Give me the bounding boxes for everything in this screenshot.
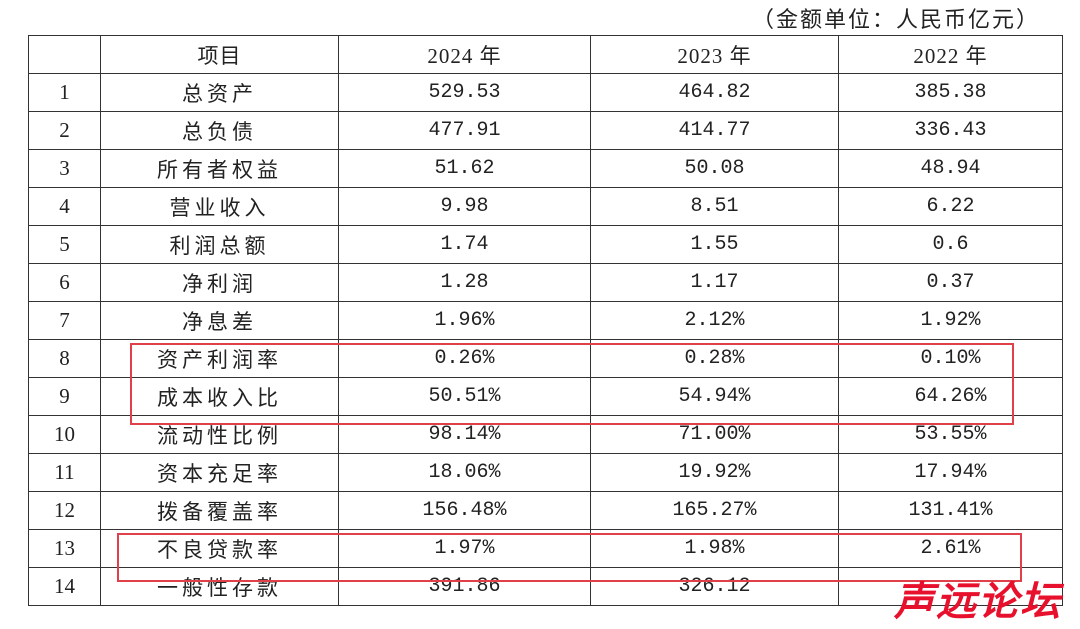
value-cell: 156.48% [338,491,591,530]
unit-note: （金额单位：人民币亿元） [751,7,1040,32]
item-cell: 净利润 [100,263,339,302]
row-number: 14 [28,567,101,606]
value-cell: 464.82 [590,73,839,112]
table-row: 1 总资产 529.53 464.82 385.38 [28,73,1063,112]
table-row: 8 资产利润率 0.26% 0.28% 0.10% [28,339,1063,378]
table-row: 6 净利润 1.28 1.17 0.37 [28,263,1063,302]
row-number: 4 [28,187,101,226]
item-cell: 资本充足率 [100,453,339,492]
header-row: 项目 2024 年 2023 年 2022 年 [28,35,1063,74]
value-cell: 1.92% [838,301,1063,340]
watermark: 声远论坛 [894,579,1062,625]
item-cell: 拨备覆盖率 [100,491,339,530]
value-cell: 64.26% [838,377,1063,416]
value-cell: 1.55 [590,225,839,264]
item-cell: 净息差 [100,301,339,340]
value-cell: 1.74 [338,225,591,264]
value-cell: 51.62 [338,149,591,188]
row-number: 2 [28,111,101,150]
row-number: 8 [28,339,101,378]
row-number: 1 [28,73,101,112]
table-row: 5 利润总额 1.74 1.55 0.6 [28,225,1063,264]
value-cell: 17.94% [838,453,1063,492]
item-cell: 总负债 [100,111,339,150]
item-cell: 一般性存款 [100,567,339,606]
value-cell: 71.00% [590,415,839,454]
item-cell: 流动性比例 [100,415,339,454]
item-cell: 成本收入比 [100,377,339,416]
table-body: 1 总资产 529.53 464.82 385.38 2 总负债 477.91 414.77 33… [28,73,1063,606]
row-number: 12 [28,491,101,530]
value-cell: 54.94% [590,377,839,416]
value-cell: 414.77 [590,111,839,150]
value-cell: 19.92% [590,453,839,492]
row-number: 6 [28,263,101,302]
header-cell: 2023 年 [590,35,839,74]
item-cell: 所有者权益 [100,149,339,188]
row-number: 7 [28,301,101,340]
value-cell: 131.41% [838,491,1063,530]
obscured-cell [838,567,1063,606]
item-cell: 利润总额 [100,225,339,264]
value-cell: 1.98% [590,529,839,568]
value-cell: 2.12% [590,301,839,340]
value-cell: 50.51% [338,377,591,416]
value-cell: 165.27% [590,491,839,530]
table-row: 9 成本收入比 50.51% 54.94% 64.26% [28,377,1063,416]
value-cell: 477.91 [338,111,591,150]
value-cell: 48.94 [838,149,1063,188]
header-cell: 2022 年 [838,35,1063,74]
row-number: 13 [28,529,101,568]
item-cell: 营业收入 [100,187,339,226]
value-cell: 9.98 [338,187,591,226]
row-number: 10 [28,415,101,454]
table-row: 12 拨备覆盖率 156.48% 165.27% 131.41% [28,491,1063,530]
value-cell: 2.61% [838,529,1063,568]
value-cell: 53.55% [838,415,1063,454]
value-cell: 98.14% [338,415,591,454]
value-cell: 1.17 [590,263,839,302]
value-cell: 1.96% [338,301,591,340]
header-cell: 项目 [100,35,339,74]
table-row: 2 总负债 477.91 414.77 336.43 [28,111,1063,150]
value-cell: 385.38 [838,73,1063,112]
value-cell: 0.6 [838,225,1063,264]
value-cell: 50.08 [590,149,839,188]
table-row: 10 流动性比例 98.14% 71.00% 53.55% [28,415,1063,454]
row-number: 9 [28,377,101,416]
value-cell: 0.10% [838,339,1063,378]
table-row: 3 所有者权益 51.62 50.08 48.94 [28,149,1063,188]
highlight-box [117,533,1022,582]
value-cell: 8.51 [590,187,839,226]
value-cell: 1.97% [338,529,591,568]
row-number: 5 [28,225,101,264]
table-row: 7 净息差 1.96% 2.12% 1.92% [28,301,1063,340]
value-cell: 6.22 [838,187,1063,226]
value-cell: 1.28 [338,263,591,302]
table-row: 13 不良贷款率 1.97% 1.98% 2.61% [28,529,1063,568]
table-row: 11 资本充足率 18.06% 19.92% 17.94% [28,453,1063,492]
table-row: 4 营业收入 9.98 8.51 6.22 [28,187,1063,226]
value-cell: 336.43 [838,111,1063,150]
value-cell: 0.28% [590,339,839,378]
header-cell [28,35,101,74]
item-cell: 总资产 [100,73,339,112]
value-cell: 529.53 [338,73,591,112]
row-number: 3 [28,149,101,188]
value-cell: 0.37 [838,263,1063,302]
header-cell: 2024 年 [338,35,591,74]
value-cell: 18.06% [338,453,591,492]
row-number: 11 [28,453,101,492]
data-table: 项目 2024 年 2023 年 2022 年 1 总资产 529.53 464.82 385… [28,35,1063,606]
highlight-box [130,343,1014,425]
